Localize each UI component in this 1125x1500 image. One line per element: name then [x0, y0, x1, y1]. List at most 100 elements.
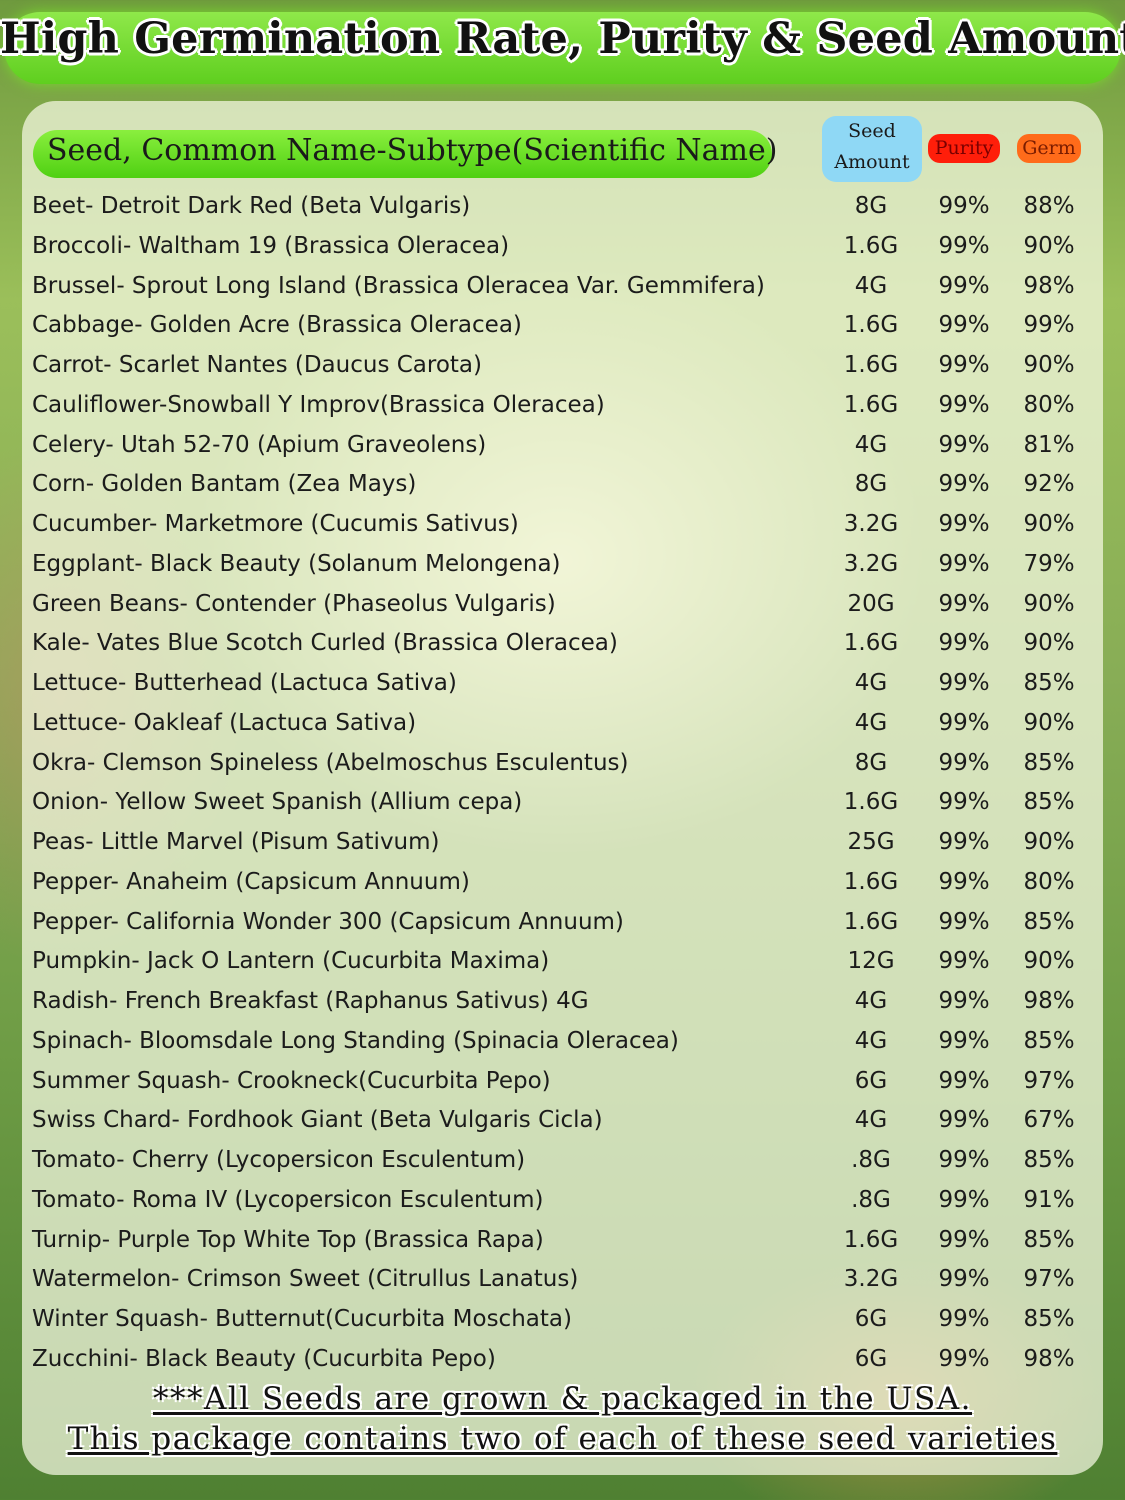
germ-cell: 90%: [1023, 709, 1075, 736]
seed-name-cell: Beet- Detroit Dark Red (Beta Vulgaris): [32, 193, 471, 219]
table-row: Carrot- Scarlet Nantes (Daucus Carota) 1.…: [0, 347, 1125, 387]
seed-name-cell: Broccoli- Waltham 19 (Brassica Oleracea): [32, 232, 510, 259]
germ-cell: 90%: [1023, 829, 1075, 855]
table-row: Cabbage- Golden Acre (Brassica Oleracea)…: [0, 307, 1125, 347]
seed-amount-cell: 8G: [854, 471, 888, 498]
seed-amount-cell: .8G: [851, 1147, 891, 1173]
seed-amount-cell: 4G: [854, 1027, 888, 1054]
germ-cell: 90%: [1023, 511, 1075, 537]
germ-cell: 80%: [1023, 391, 1075, 418]
seed-name-cell: Okra- Clemson Spineless (Abelmoschus Esc…: [32, 749, 629, 776]
seed-name-cell: Pepper- California Wonder 300 (Capsicum …: [32, 908, 624, 935]
germ-cell: 67%: [1023, 1107, 1075, 1134]
purity-cell: 99%: [938, 988, 990, 1014]
purity-cell: 99%: [938, 431, 990, 458]
footer-package-note: This package contains two of each of the…: [67, 1421, 1058, 1457]
seed-amount-header-line1: Seed: [848, 120, 896, 142]
table-row: Eggplant- Black Beauty (Solanum Melongen…: [0, 546, 1125, 586]
purity-cell: 99%: [938, 1306, 990, 1332]
footer-usa-note: ***All Seeds are grown & packaged in the…: [152, 1381, 973, 1417]
seed-amount-cell: 1.6G: [843, 312, 899, 339]
table-row: Corn- Golden Bantam (Zea Mays) 8G 99% 92%: [0, 466, 1125, 506]
table-row: Radish- French Breakfast (Raphanus Sativ…: [0, 983, 1125, 1023]
table-row: Lettuce- Oakleaf (Lactuca Sativa) 4G 99% 90…: [0, 705, 1125, 745]
table-row: Summer Squash- Crookneck(Cucurbita Pepo)…: [0, 1063, 1125, 1103]
purity-cell: 99%: [938, 630, 990, 657]
germ-cell: 91%: [1023, 1186, 1075, 1213]
seed-amount-cell: 6G: [854, 1345, 888, 1372]
seed-name-cell: Green Beans- Contender (Phaseolus Vulgar…: [32, 590, 556, 617]
purity-cell: 99%: [938, 948, 990, 975]
seed-name-cell: Winter Squash- Butternut(Cucurbita Mosch…: [32, 1306, 572, 1332]
seed-amount-cell: 1.6G: [843, 352, 899, 378]
seed-amount-cell: 1.6G: [843, 630, 899, 657]
table-row: Onion- Yellow Sweet Spanish (Allium cepa…: [0, 784, 1125, 824]
purity-cell: 99%: [938, 1147, 990, 1173]
seed-amount-cell: 4G: [854, 709, 888, 736]
table-row: Kale- Vates Blue Scotch Curled (Brassica…: [0, 625, 1125, 665]
purity-cell: 99%: [938, 550, 990, 577]
germ-cell: 85%: [1023, 749, 1075, 776]
seed-name-cell: Corn- Golden Bantam (Zea Mays): [32, 471, 417, 498]
germ-cell: 88%: [1023, 193, 1075, 219]
germ-cell: 85%: [1023, 908, 1075, 935]
seed-amount-cell: 1.6G: [843, 908, 899, 935]
seed-amount-cell: 8G: [854, 749, 888, 776]
purity-cell: 99%: [938, 193, 990, 219]
seed-amount-cell: 1.6G: [843, 232, 899, 259]
germ-cell: 81%: [1023, 431, 1075, 458]
table-row: Swiss Chard- Fordhook Giant (Beta Vulgar…: [0, 1102, 1125, 1142]
germ-column-header: Germ: [1017, 134, 1081, 163]
seed-amount-cell: 12G: [847, 948, 895, 975]
purity-cell: 99%: [938, 352, 990, 378]
seed-table-rows: Beet- Detroit Dark Red (Beta Vulgaris) 8G…: [0, 188, 1125, 1381]
seed-amount-cell: 8G: [854, 193, 888, 219]
page-title: High Germination Rate, Purity & Seed Amo…: [0, 14, 1125, 64]
germ-cell: 90%: [1023, 352, 1075, 378]
purity-cell: 99%: [938, 1186, 990, 1213]
purity-cell: 99%: [938, 511, 990, 537]
table-row: Pepper- Anaheim (Capsicum Annuum) 1.6G 99%…: [0, 864, 1125, 904]
purity-cell: 99%: [938, 1107, 990, 1134]
germ-cell: 99%: [1023, 312, 1075, 339]
name-column-header: Seed, Common Name-Subtype(Scientific Nam…: [47, 133, 778, 168]
germ-cell: 90%: [1023, 232, 1075, 259]
seed-amount-cell: 4G: [854, 431, 888, 458]
purity-cell: 99%: [938, 709, 990, 736]
seed-amount-cell: 3.2G: [843, 550, 899, 577]
seed-amount-cell: 20G: [847, 590, 895, 617]
seed-name-cell: Lettuce- Oakleaf (Lactuca Sativa): [32, 709, 417, 736]
germ-cell: 92%: [1023, 471, 1075, 498]
seed-table-panel: [22, 101, 1103, 1475]
table-row: Peas- Little Marvel (Pisum Sativum) 25G 99…: [0, 824, 1125, 864]
purity-cell: 99%: [938, 1345, 990, 1372]
purity-cell: 99%: [938, 590, 990, 617]
germ-cell: 85%: [1023, 1027, 1075, 1054]
table-row: Green Beans- Contender (Phaseolus Vulgar…: [0, 586, 1125, 626]
table-row: Spinach- Bloomsdale Long Standing (Spina…: [0, 1023, 1125, 1063]
purity-cell: 99%: [938, 471, 990, 498]
seed-amount-cell: 1.6G: [843, 868, 899, 895]
table-row: Pumpkin- Jack O Lantern (Cucurbita Maxim…: [0, 943, 1125, 983]
seed-name-cell: Watermelon- Crimson Sweet (Citrullus Lan…: [32, 1266, 579, 1293]
table-row: Zucchini- Black Beauty (Cucurbita Pepo) 6…: [0, 1341, 1125, 1381]
germ-cell: 90%: [1023, 948, 1075, 975]
germ-cell: 98%: [1023, 1345, 1075, 1372]
seed-name-cell: Summer Squash- Crookneck(Cucurbita Pepo): [32, 1067, 551, 1094]
germ-cell: 80%: [1023, 868, 1075, 895]
seed-name-cell: Eggplant- Black Beauty (Solanum Melongen…: [32, 550, 561, 577]
seed-name-cell: Brussel- Sprout Long Island (Brassica Ol…: [32, 272, 765, 299]
seed-name-cell: Cucumber- Marketmore (Cucumis Sativus): [32, 511, 519, 537]
purity-cell: 99%: [938, 1226, 990, 1253]
seed-name-cell: Kale- Vates Blue Scotch Curled (Brassica…: [32, 630, 618, 657]
germ-cell: 85%: [1023, 1226, 1075, 1253]
purity-cell: 99%: [938, 232, 990, 259]
table-row: Celery- Utah 52-70 (Apium Graveolens) 4G 9…: [0, 427, 1125, 467]
seed-amount-cell: 4G: [854, 272, 888, 299]
germ-cell: 85%: [1023, 1147, 1075, 1173]
table-row: Lettuce- Butterhead (Lactuca Sativa) 4G 99…: [0, 665, 1125, 705]
purity-cell: 99%: [938, 1067, 990, 1094]
seed-name-cell: Tomato- Cherry (Lycopersicon Esculentum): [32, 1147, 526, 1173]
germ-cell: 90%: [1023, 630, 1075, 657]
germ-cell: 97%: [1023, 1067, 1075, 1094]
